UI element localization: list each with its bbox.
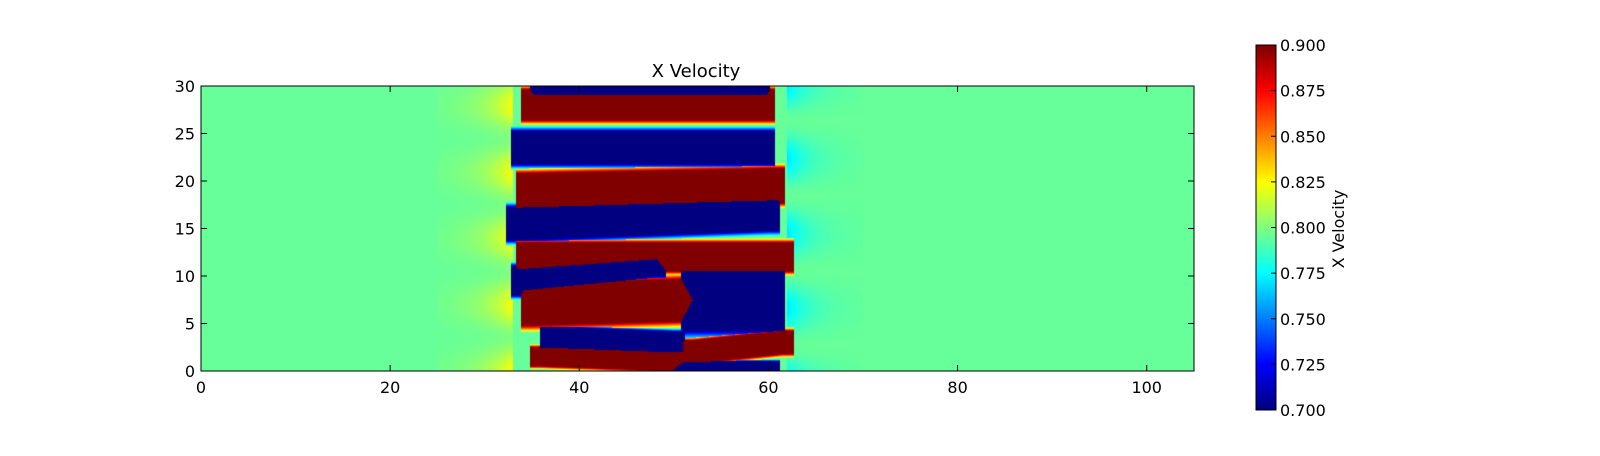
x-tick-label: 80 xyxy=(947,378,967,397)
y-tick-label: 5 xyxy=(185,315,195,334)
chart-title: X Velocity xyxy=(652,61,741,82)
x-tick-label: 0 xyxy=(196,378,206,397)
colorbar-tick-label: 0.725 xyxy=(1280,355,1326,374)
y-tick-label: 0 xyxy=(185,362,195,381)
colorbar-tick-label: 0.900 xyxy=(1280,36,1326,55)
x-tick-label: 100 xyxy=(1131,378,1162,397)
x-tick-label: 60 xyxy=(758,378,778,397)
x-axis: 0 20 40 60 80 100 xyxy=(196,86,1162,397)
colorbar-tick-label: 0.800 xyxy=(1280,219,1326,238)
x-tick-label: 20 xyxy=(380,378,400,397)
y-tick-label: 10 xyxy=(175,267,195,286)
heatmap-canvas xyxy=(201,86,1194,371)
colorbar-tick-label: 0.825 xyxy=(1280,173,1326,192)
y-tick-label: 25 xyxy=(175,125,195,144)
y-tick-label: 20 xyxy=(175,172,195,191)
heatmap-plot xyxy=(200,85,1195,372)
colorbar-tick-label: 0.850 xyxy=(1280,127,1326,146)
colorbar-tick-label: 0.775 xyxy=(1280,264,1326,283)
colorbar-tick-label: 0.750 xyxy=(1280,310,1326,329)
colorbar-tick-label: 0.875 xyxy=(1280,82,1326,101)
y-tick-label: 15 xyxy=(175,220,195,239)
colorbar-ticks: 0.700 0.725 0.750 0.775 0.800 0.825 0.850 0.875… xyxy=(1271,36,1326,420)
colorbar-label: X Velocity xyxy=(1329,190,1348,269)
y-axis: 0 5 10 15 20 25 30 xyxy=(175,77,1194,381)
y-tick-label: 30 xyxy=(175,77,195,96)
colorbar-tick-label: 0.700 xyxy=(1280,401,1326,420)
x-tick-label: 40 xyxy=(569,378,589,397)
colorbar: 0.700 0.725 0.750 0.775 0.800 0.825 0.850 0.875… xyxy=(1255,36,1348,420)
